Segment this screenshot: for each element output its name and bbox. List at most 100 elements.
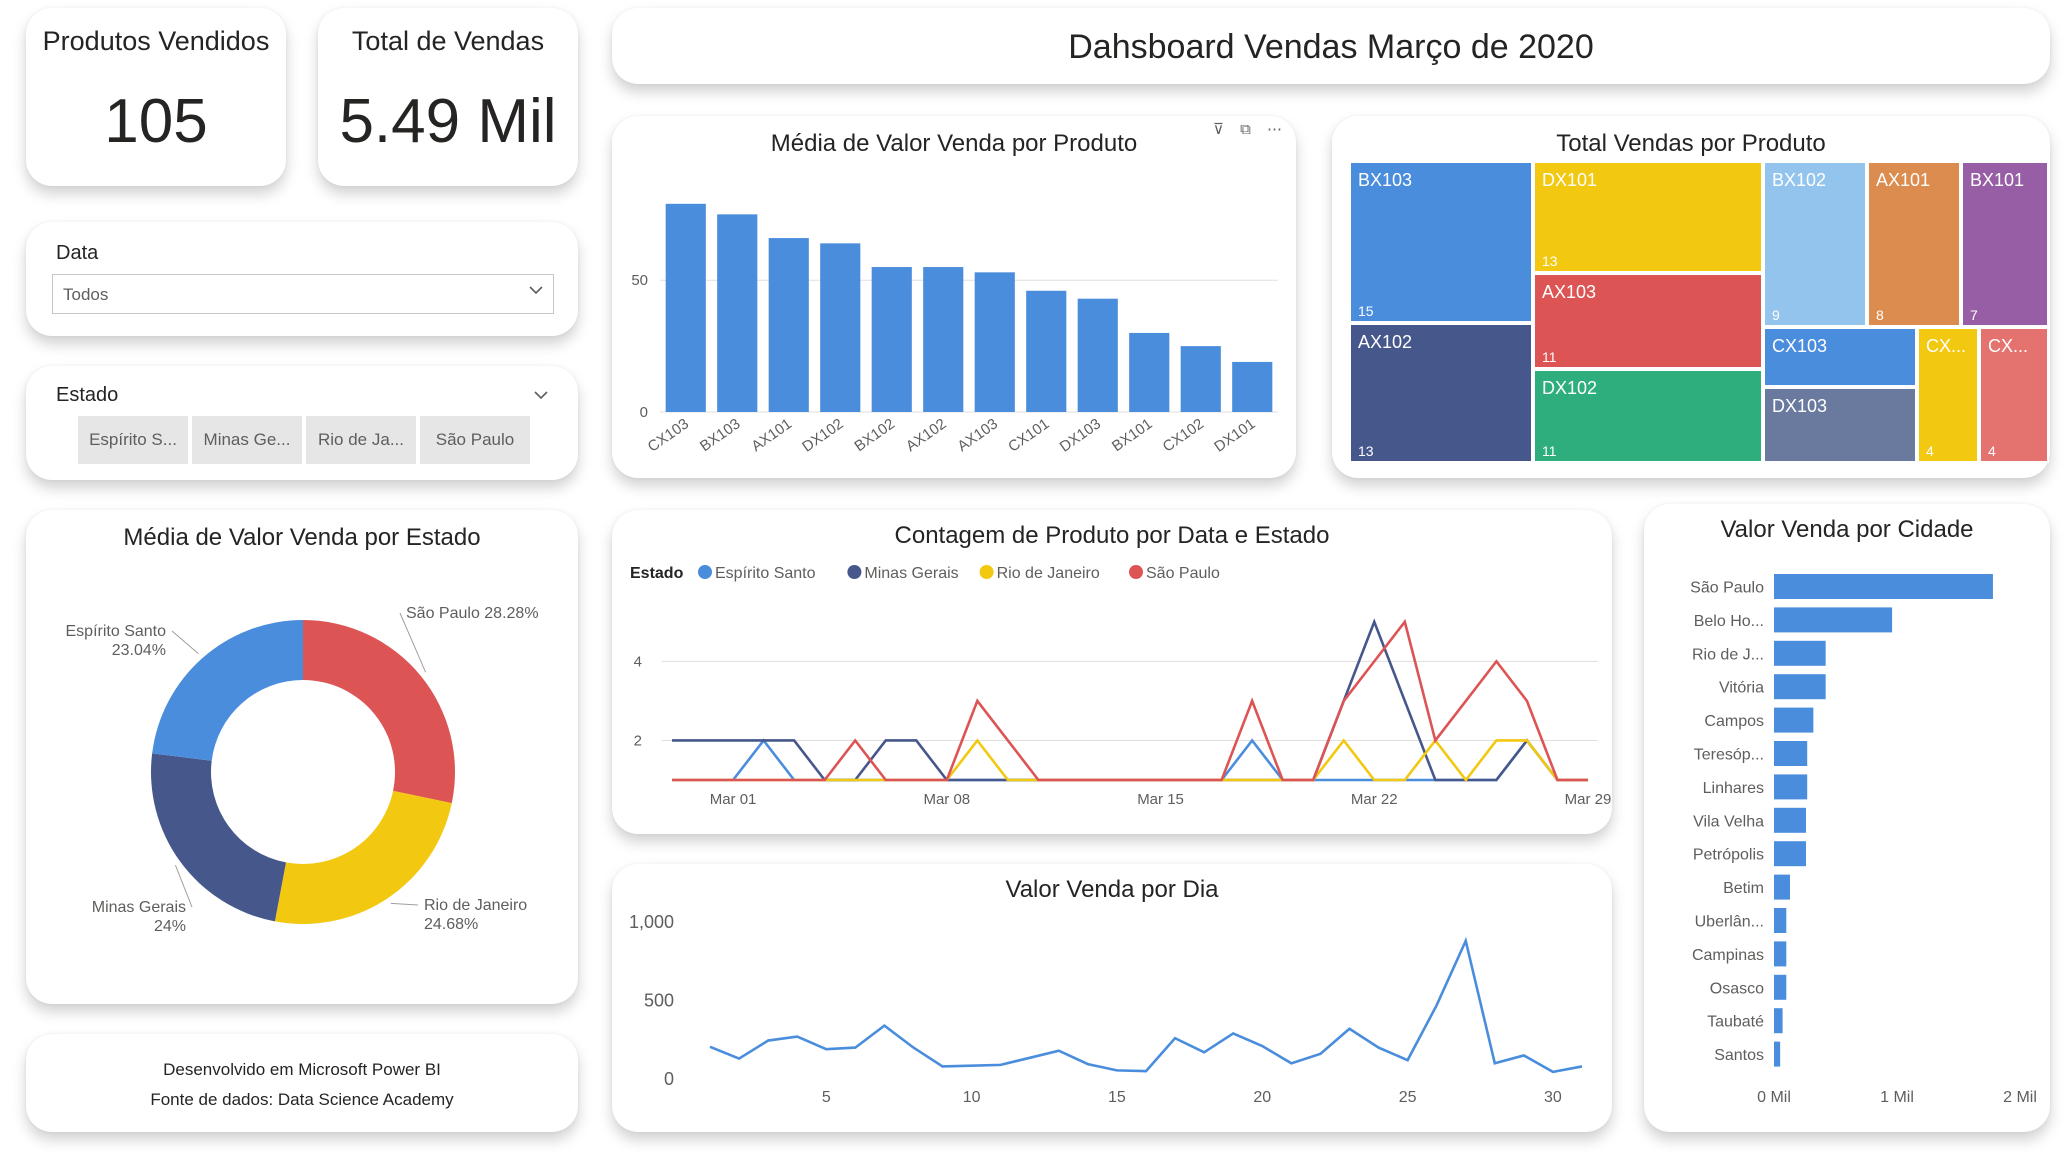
treemap-value: 11 bbox=[1542, 349, 1557, 365]
x-tick-label: AX101 bbox=[748, 415, 795, 455]
bar bbox=[1774, 574, 1993, 599]
bar bbox=[820, 243, 861, 412]
bar bbox=[1774, 741, 1808, 766]
y-tick-label: 4 bbox=[634, 653, 642, 670]
y-tick-label: Santos bbox=[1714, 1047, 1764, 1064]
donut-label: São Paulo 28.28% bbox=[406, 605, 539, 622]
y-tick-label: Rio de J... bbox=[1692, 646, 1764, 663]
kpi-produtos-card: Produtos Vendidos 105 bbox=[26, 8, 286, 186]
x-tick-label: 5 bbox=[822, 1089, 831, 1106]
slicer-estado-label: Estado bbox=[56, 384, 119, 406]
series-line bbox=[672, 618, 1588, 782]
treemap-label: BX103 bbox=[1358, 170, 1412, 190]
x-tick-label: Mar 15 bbox=[1137, 791, 1184, 808]
x-tick-label: 15 bbox=[1108, 1089, 1126, 1106]
treemap-tile bbox=[1533, 273, 1763, 369]
treemap-label: AX101 bbox=[1876, 170, 1930, 190]
donut-label: 24.68% bbox=[424, 916, 478, 933]
estado-chip-sp[interactable]: São Paulo bbox=[420, 416, 530, 464]
estado-chip-mg[interactable]: Minas Ge... bbox=[192, 416, 302, 464]
chevron-down-icon[interactable] bbox=[534, 388, 548, 402]
treemap-tile bbox=[1533, 161, 1763, 273]
y-tick-label: 1,000 bbox=[629, 912, 674, 932]
y-tick-label: Teresóp... bbox=[1694, 747, 1764, 764]
bar bbox=[1232, 361, 1273, 412]
line-contagem-card: Contagem de Produto por Data e Estado Es… bbox=[612, 510, 1612, 834]
x-tick-label: Mar 29 bbox=[1565, 791, 1612, 808]
y-tick-label: 0 bbox=[640, 404, 648, 421]
x-tick-label: BX103 bbox=[697, 415, 744, 455]
x-tick-label: 20 bbox=[1253, 1089, 1271, 1106]
series-line bbox=[672, 618, 1588, 782]
y-tick-label: 50 bbox=[631, 272, 648, 289]
treemap-tile bbox=[1961, 161, 2049, 327]
donut-label: 24% bbox=[154, 918, 186, 935]
donut-label: Rio de Janeiro bbox=[424, 897, 527, 914]
donut-label: Espírito Santo bbox=[66, 623, 167, 640]
treemap-value: 8 bbox=[1876, 307, 1884, 323]
y-tick-label: Vitória bbox=[1719, 680, 1764, 697]
y-tick-label: Uberlân... bbox=[1695, 914, 1764, 931]
treemap-label: AX103 bbox=[1542, 282, 1596, 302]
line-dia-chart: 0 500 1,000 5 10 15 20 25 30 bbox=[629, 912, 1583, 1106]
visual-header-icons[interactable]: ⊽ ⧉ ⋯ bbox=[1212, 121, 1288, 138]
legend-item: Minas Gerais bbox=[864, 565, 958, 582]
page-title: Dahsboard Vendas Março de 2020 bbox=[1068, 28, 1594, 66]
donut-label: Minas Gerais bbox=[92, 899, 186, 916]
donut-leader bbox=[399, 612, 427, 673]
estado-chip-es[interactable]: Espírito S... bbox=[78, 416, 188, 464]
treemap-title: Total Vendas por Produto bbox=[1556, 130, 1826, 157]
bar bbox=[1774, 774, 1808, 800]
bar bbox=[974, 272, 1015, 412]
treemap-value: 15 bbox=[1358, 303, 1374, 319]
bar-cidade-title: Valor Venda por Cidade bbox=[1720, 516, 1974, 543]
legend-item: São Paulo bbox=[1146, 565, 1220, 582]
treemap-label: CX... bbox=[1926, 336, 1966, 356]
x-tick-label: 30 bbox=[1544, 1089, 1562, 1106]
treemap-value: 4 bbox=[1988, 443, 1996, 459]
x-tick-label: 2 Mil bbox=[2003, 1089, 2037, 1106]
estado-chip-rj[interactable]: Rio de Ja... bbox=[306, 416, 416, 464]
line-contagem-title: Contagem de Produto por Data e Estado bbox=[894, 522, 1330, 549]
x-tick-label: Mar 08 bbox=[923, 791, 970, 808]
y-tick-label: Linhares bbox=[1703, 780, 1764, 797]
bar bbox=[1774, 908, 1787, 933]
donut-slice bbox=[152, 620, 303, 761]
treemap-value: 7 bbox=[1970, 307, 1978, 323]
y-tick-label: Vila Velha bbox=[1693, 813, 1764, 830]
bar bbox=[1774, 841, 1806, 867]
kpi-vendas-card: Total de Vendas 5.49 Mil bbox=[318, 8, 578, 186]
legend-title: Estado bbox=[630, 565, 684, 582]
x-tick-label: CX103 bbox=[645, 415, 692, 455]
x-tick-label: DX101 bbox=[1211, 415, 1258, 455]
x-tick-label: AX103 bbox=[954, 415, 1001, 455]
treemap-tile bbox=[1763, 327, 1917, 387]
bar bbox=[1774, 1008, 1783, 1034]
line-dia-title: Valor Venda por Dia bbox=[1005, 876, 1219, 903]
x-tick-label: BX102 bbox=[851, 415, 898, 455]
treemap-label: BX102 bbox=[1772, 170, 1826, 190]
x-tick-label: CX102 bbox=[1160, 415, 1207, 455]
treemap-label: CX103 bbox=[1772, 336, 1827, 356]
data-dropdown[interactable]: Todos bbox=[52, 274, 554, 314]
kpi-vendas-value: 5.49 Mil bbox=[339, 87, 557, 156]
treemap-chart: BX103 15 AX102 13 DX101 13 AX103 11 DX102 11 BX102… bbox=[1349, 161, 2049, 463]
y-tick-label: Taubaté bbox=[1707, 1014, 1764, 1031]
series-line bbox=[709, 936, 1583, 1074]
donut-slice bbox=[303, 620, 455, 804]
x-tick-label: Mar 22 bbox=[1351, 791, 1398, 808]
y-tick-label: 0 bbox=[664, 1069, 674, 1089]
bar bbox=[1774, 707, 1814, 733]
donut-leader bbox=[390, 902, 419, 906]
bar-produto-title: Média de Valor Venda por Produto bbox=[770, 130, 1138, 157]
bar bbox=[1774, 807, 1806, 833]
kpi-produtos-label: Produtos Vendidos bbox=[42, 26, 270, 56]
x-tick-label: 1 Mil bbox=[1880, 1089, 1914, 1106]
donut-chart: São Paulo 28.28% Rio de Janeiro 24.68% Mina… bbox=[66, 605, 539, 935]
line-contagem-chart: Estado Espírito Santo Minas Gerais Rio de J… bbox=[630, 565, 1612, 808]
treemap-label: DX102 bbox=[1542, 378, 1597, 398]
bar bbox=[1180, 346, 1221, 412]
treemap-value: 4 bbox=[1926, 443, 1934, 459]
bar bbox=[1774, 674, 1826, 700]
treemap-card: Total Vendas por Produto BX103 15 AX102 13 D… bbox=[1332, 116, 2050, 478]
